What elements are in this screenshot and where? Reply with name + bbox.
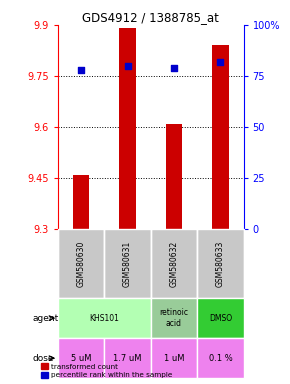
Text: retinoic
acid: retinoic acid — [160, 308, 188, 328]
Bar — [151, 298, 197, 338]
Bar — [197, 338, 244, 378]
Bar — [73, 174, 89, 229]
Bar — [104, 229, 151, 298]
Bar — [197, 298, 244, 338]
Point — [125, 63, 130, 69]
Text: GSM580630: GSM580630 — [77, 240, 86, 287]
Bar — [119, 28, 136, 229]
Bar — [58, 229, 104, 298]
Bar — [58, 298, 151, 338]
Title: GDS4912 / 1388785_at: GDS4912 / 1388785_at — [82, 11, 219, 24]
Point — [172, 65, 176, 71]
Text: DMSO: DMSO — [209, 314, 232, 323]
Text: GSM580633: GSM580633 — [216, 240, 225, 287]
Text: 1 uM: 1 uM — [164, 354, 184, 363]
Bar — [58, 338, 104, 378]
Text: GSM580632: GSM580632 — [169, 240, 179, 286]
Bar — [151, 338, 197, 378]
Text: 5 uM: 5 uM — [71, 354, 91, 363]
Bar — [197, 229, 244, 298]
Text: KHS101: KHS101 — [89, 314, 119, 323]
Text: GSM580631: GSM580631 — [123, 240, 132, 286]
Text: 0.1 %: 0.1 % — [209, 354, 232, 363]
Point — [218, 59, 223, 65]
Legend: transformed count, percentile rank within the sample: transformed count, percentile rank withi… — [41, 363, 172, 379]
Bar — [166, 124, 182, 229]
Bar — [212, 45, 229, 229]
Bar — [104, 338, 151, 378]
Text: 1.7 uM: 1.7 uM — [113, 354, 142, 363]
Bar — [151, 229, 197, 298]
Point — [79, 67, 84, 73]
Text: agent: agent — [32, 314, 59, 323]
Text: dose: dose — [32, 354, 54, 363]
